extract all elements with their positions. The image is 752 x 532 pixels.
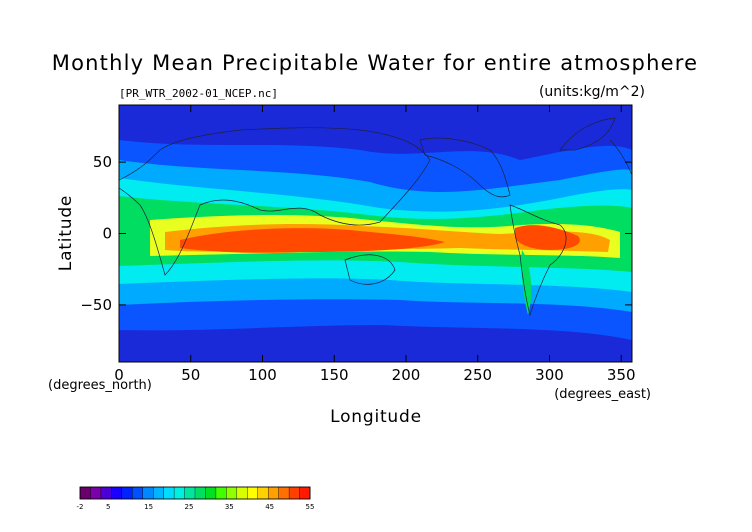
colorbar-swatch bbox=[132, 486, 144, 500]
colorbar-swatch bbox=[142, 486, 154, 500]
coastline bbox=[119, 127, 431, 276]
moisture-band bbox=[515, 225, 580, 250]
coastline bbox=[609, 139, 632, 176]
y-tick-label: 50 bbox=[93, 153, 112, 171]
x-tick-label: 200 bbox=[392, 366, 421, 384]
x-tick-label: 250 bbox=[463, 366, 492, 384]
y-axis-label: Latitude bbox=[56, 195, 76, 271]
colorbar-swatch bbox=[236, 486, 248, 500]
x-tick-label: 350 bbox=[607, 366, 636, 384]
moisture-band bbox=[180, 228, 445, 253]
chart-title: Monthly Mean Precipitable Water for enti… bbox=[52, 51, 698, 75]
x-axis-units: (degrees_east) bbox=[554, 387, 651, 402]
coastline bbox=[509, 204, 567, 317]
colorbar-swatch bbox=[267, 486, 280, 500]
colorbar-swatch bbox=[247, 486, 259, 500]
colorbar-swatch bbox=[288, 486, 301, 500]
colorbar-swatch bbox=[278, 486, 290, 500]
moisture-band bbox=[521, 250, 532, 315]
x-tick-label: 150 bbox=[320, 366, 349, 384]
colorbar-label: 55 bbox=[306, 503, 315, 511]
coastline bbox=[559, 117, 616, 151]
colorbar-swatch bbox=[111, 486, 123, 500]
colorbar-label: 45 bbox=[265, 503, 274, 511]
colorbar-label: 35 bbox=[225, 503, 234, 511]
colorbar-swatch bbox=[226, 486, 238, 500]
coastline bbox=[419, 137, 511, 198]
colorbar-swatch bbox=[257, 486, 269, 500]
colorbar-label: 15 bbox=[144, 503, 153, 511]
colorbar-swatch bbox=[299, 486, 311, 500]
colorbar-swatch bbox=[184, 486, 196, 500]
map-field bbox=[119, 105, 632, 362]
colorbar-swatch bbox=[194, 486, 206, 500]
colorbar-swatch bbox=[79, 486, 91, 500]
colorbar-swatch bbox=[152, 486, 165, 500]
colorbar-swatch bbox=[215, 486, 227, 500]
y-tick-label: 0 bbox=[102, 225, 112, 243]
y-axis-ticks: −50 0 50 bbox=[80, 153, 632, 314]
x-axis-ticks: 0 50 100 150 200 250 300 350 bbox=[114, 105, 636, 384]
x-tick-label: 100 bbox=[248, 366, 277, 384]
x-tick-label: 50 bbox=[181, 366, 200, 384]
y-tick-label: −50 bbox=[80, 296, 112, 314]
colorbar-swatch bbox=[205, 486, 217, 500]
y-axis-units: (degrees_north) bbox=[48, 378, 152, 393]
x-tick-label: 300 bbox=[535, 366, 564, 384]
colorbar-swatch bbox=[100, 486, 112, 500]
colorbar-swatch bbox=[90, 486, 102, 500]
colorbar-label: 5 bbox=[106, 503, 110, 511]
colorbar: -2 5 15 25 35 45 55 bbox=[77, 486, 315, 511]
coastlines bbox=[119, 117, 632, 317]
colorbar-swatch bbox=[163, 486, 175, 500]
x-axis-label: Longitude bbox=[330, 407, 422, 427]
chart-subtitle: [PR_WTR_2002-01_NCEP.nc] bbox=[119, 87, 278, 100]
chart-units: (units:kg/m^2) bbox=[539, 84, 645, 100]
x-tick-label: 0 bbox=[114, 366, 124, 384]
colorbar-label: -2 bbox=[77, 503, 84, 511]
colorbar-label: 25 bbox=[184, 503, 193, 511]
coastline bbox=[344, 254, 396, 285]
colorbar-frame bbox=[79, 486, 311, 500]
colorbar-swatch bbox=[121, 486, 133, 500]
colorbar-swatch bbox=[173, 486, 186, 500]
